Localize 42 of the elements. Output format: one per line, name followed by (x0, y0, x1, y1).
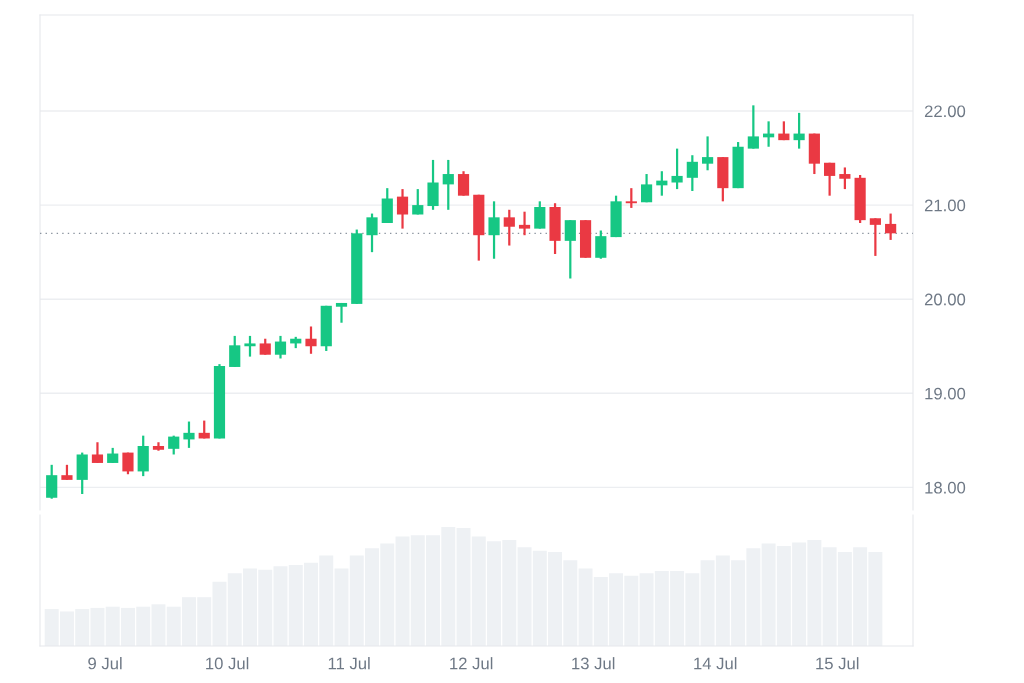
x-tick-label: 14 Jul (694, 657, 737, 670)
candlestick (824, 161, 836, 197)
y-tick-label: 19.00 (925, 387, 966, 400)
candlestick (488, 200, 500, 260)
x-tick-label: 10 Jul (206, 657, 249, 670)
candlestick (244, 334, 256, 358)
candlestick (686, 154, 698, 193)
candlestick (885, 212, 897, 242)
candlestick (412, 187, 424, 216)
candlestick (564, 219, 576, 280)
candlestick (534, 200, 546, 230)
y-tick-label: 22.00 (924, 105, 966, 118)
candlestick (457, 170, 470, 197)
candlestick (229, 334, 241, 369)
candlestick (518, 210, 531, 237)
candlestick (625, 187, 637, 210)
candlestick (427, 158, 439, 211)
x-tick-label: 13 Jul (572, 657, 615, 670)
x-tick-label: 15 Jul (816, 657, 859, 670)
candlestick (46, 463, 58, 500)
x-tick-label: 12 Jul (450, 657, 493, 670)
y-tick-label: 18.00 (925, 481, 966, 494)
candlestick (839, 166, 851, 191)
y-tick-label: 20.00 (924, 293, 966, 306)
x-tick-label: 11 Jul (328, 657, 370, 670)
candlestick (91, 441, 104, 465)
candlestick (366, 212, 378, 254)
candlestick (442, 158, 454, 211)
candlestick (869, 217, 881, 258)
candlestick (640, 172, 653, 204)
candlestick (305, 325, 317, 355)
candlestick (671, 147, 683, 191)
candlestick (168, 434, 180, 456)
candlestick (595, 229, 607, 260)
candlestick (183, 420, 195, 449)
candlestick (503, 208, 515, 247)
candlestick (396, 187, 409, 230)
y-tick-label: 21.00 (924, 199, 966, 212)
candlestick (274, 334, 287, 360)
candlestick (747, 104, 759, 150)
x-tick-label: 9 Jul (88, 657, 122, 670)
candlestick (702, 135, 714, 172)
